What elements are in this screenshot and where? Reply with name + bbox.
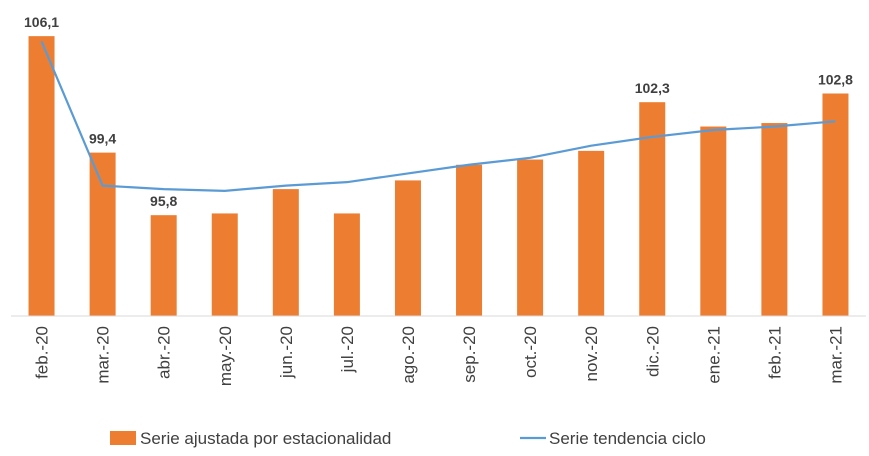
bar (150, 215, 177, 316)
x-tick-label: feb.-20 (33, 326, 52, 379)
trend-line (40, 40, 836, 192)
x-tick-label: jul.-20 (338, 326, 357, 373)
x-tick-label: oct.-20 (521, 326, 540, 378)
x-tick-label: ago.-20 (399, 326, 418, 384)
x-tick-label: mar.-20 (94, 326, 113, 384)
x-tick-label: ene.-21 (704, 326, 723, 384)
bar (272, 189, 299, 316)
x-tick-label: sep.-20 (460, 326, 479, 383)
value-label: 106,1 (24, 14, 59, 30)
value-label: 102,8 (818, 72, 853, 88)
x-tick-label: jun.-20 (277, 326, 296, 379)
bar (578, 150, 605, 316)
bar (394, 180, 421, 316)
legend-label: Serie ajustada por estacionalidad (140, 429, 391, 448)
bar (333, 213, 360, 316)
value-label: 102,3 (635, 80, 670, 96)
x-tick-label: may.-20 (216, 326, 235, 386)
x-tick-label: dic.-20 (643, 326, 662, 377)
legend-swatch (110, 431, 136, 445)
value-label: 95,8 (150, 193, 177, 209)
bar (517, 159, 544, 316)
bar (89, 152, 116, 316)
bar (761, 123, 788, 317)
value-label: 99,4 (89, 131, 116, 147)
bar (700, 126, 727, 317)
bar (211, 213, 238, 316)
x-tick-label: mar.-21 (826, 326, 845, 384)
x-tick-label: feb.-21 (765, 326, 784, 379)
bar (639, 102, 666, 317)
bar (822, 93, 849, 316)
bar (456, 164, 483, 316)
x-tick-label: nov.-20 (582, 326, 601, 381)
legend-label: Serie tendencia ciclo (549, 429, 706, 448)
x-tick-label: abr.-20 (155, 326, 174, 379)
bar (28, 36, 55, 317)
